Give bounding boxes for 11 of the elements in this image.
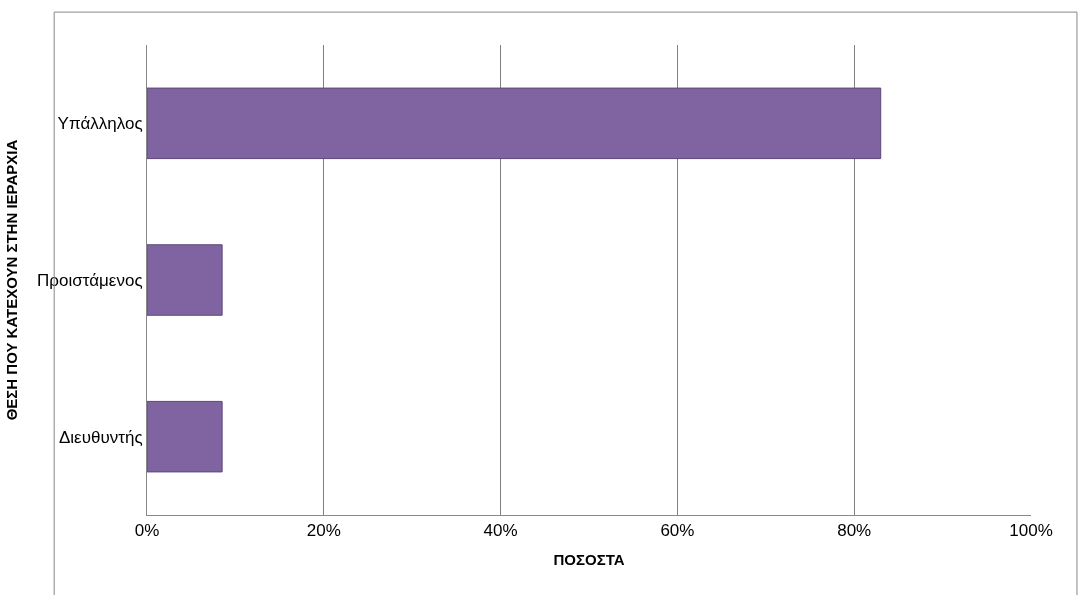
x-tick-label: 40% <box>483 521 518 541</box>
x-axis-title: ΠΟΣΟΣΤΑ <box>553 551 625 569</box>
y-tick-label: Προιστάμενος <box>37 270 143 290</box>
y-axis-title: ΘΕΣΗ ΠΟΥ ΚΑΤΕΧΟΥΝ ΣΤΗΝ ΙΕΡΑΡΧΙΑ <box>3 139 21 421</box>
x-tick-label: 60% <box>660 521 695 541</box>
x-tick-label: 80% <box>837 521 872 541</box>
x-tick-label: 20% <box>306 521 341 541</box>
y-tick-label: Υπάλληλος <box>57 114 143 134</box>
y-tick-label: Διευθυντής <box>58 427 143 447</box>
x-tick-label: 100% <box>1009 521 1053 541</box>
x-tick-label: 0% <box>134 521 160 541</box>
